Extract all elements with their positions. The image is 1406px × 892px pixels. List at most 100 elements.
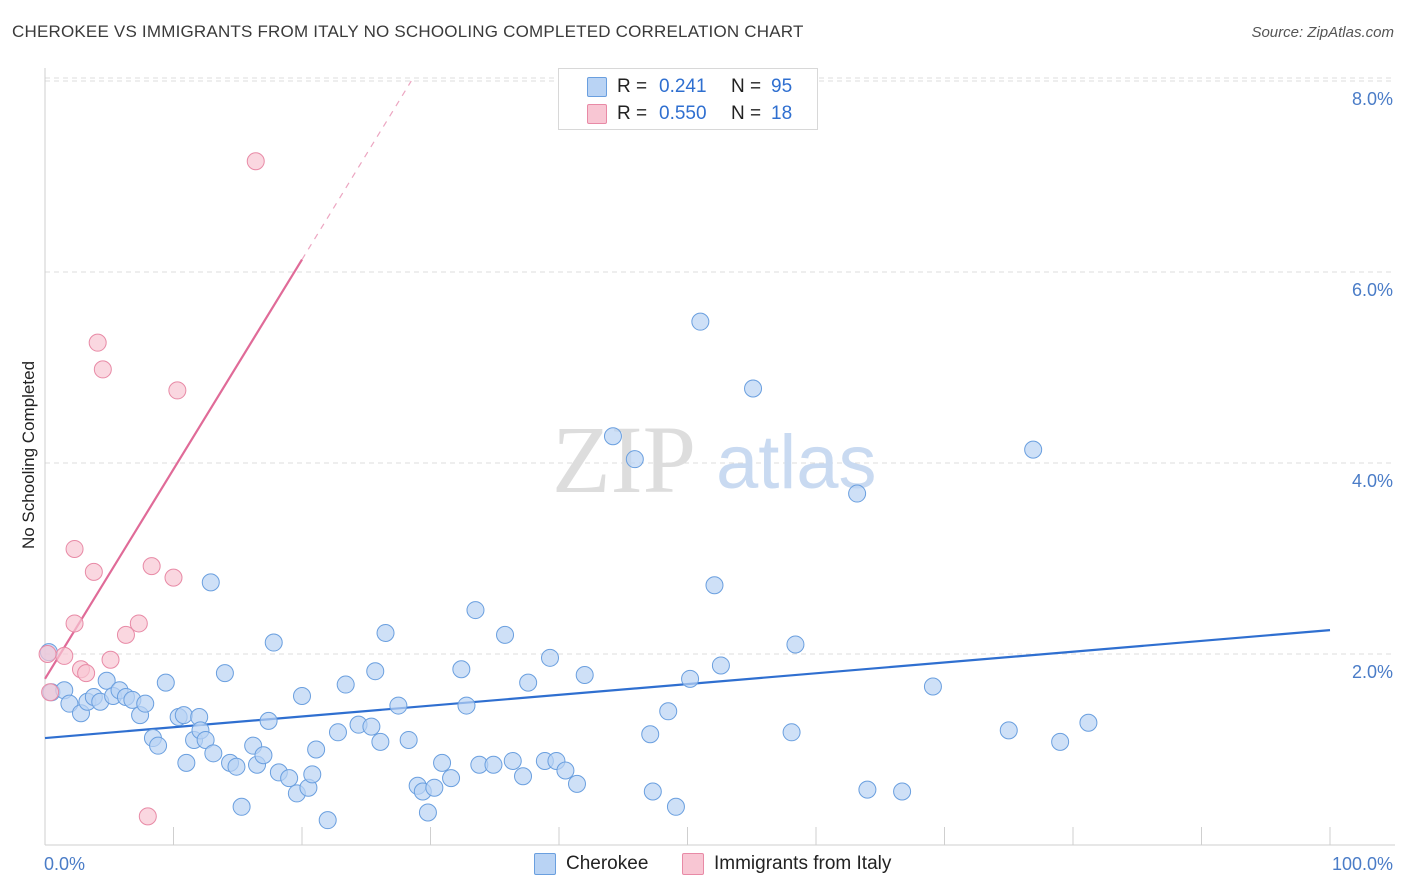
cherokee-point (215, 664, 234, 683)
legend-item-italy[interactable]: Immigrants from Italy (682, 852, 891, 876)
cherokee-point (376, 623, 395, 642)
cherokee-point (280, 769, 299, 788)
cherokee-point (366, 662, 385, 681)
x-tick-label-max: 100.0% (1332, 854, 1393, 874)
cherokee-point (848, 484, 867, 503)
cherokee-point (318, 811, 337, 830)
cherokee-point (786, 635, 805, 654)
cherokee-point (174, 706, 193, 725)
cherokee-point (201, 573, 220, 592)
cherokee-point (177, 753, 196, 772)
cherokee-point (457, 696, 476, 715)
italy-point (93, 360, 112, 379)
cherokee-point (681, 669, 700, 688)
italy-point (65, 614, 84, 633)
cherokee-point (442, 769, 461, 788)
cherokee-point (362, 717, 381, 736)
italy-point (142, 557, 161, 576)
legend-label-cherokee: Cherokee (566, 853, 649, 874)
cherokee-point (60, 694, 79, 713)
tick-layer: 2.0% 4.0% 6.0% 8.0% 0.0% 100.0% (44, 89, 1393, 874)
cherokee-point (691, 312, 710, 331)
italy-point (41, 683, 60, 702)
legend-n-value: 95 (771, 76, 793, 97)
y-tick-label: 2.0% (1352, 662, 1393, 682)
legend-n-label: N = (731, 103, 762, 124)
watermark: ZIP atlas (552, 406, 877, 513)
y-tick-label: 8.0% (1352, 89, 1393, 109)
legend-item-cherokee[interactable]: Cherokee (534, 852, 648, 876)
cherokee-point (389, 696, 408, 715)
italy-point (246, 152, 265, 171)
cherokee-point (227, 757, 246, 776)
stats-legend: R = 0.241 N = 95 R = 0.550 N = 18 (558, 68, 818, 130)
italy-point (168, 381, 187, 400)
cherokee-point (254, 746, 273, 765)
cherokee-point (666, 797, 685, 816)
legend-r-label: R = (617, 76, 648, 97)
axis-layer (44, 68, 1395, 846)
cherokee-point (659, 702, 678, 721)
cherokee-point (399, 730, 418, 749)
y-axis-label: No Schooling Completed (19, 361, 38, 549)
cherokee-point (782, 723, 801, 742)
cherokee-point (705, 576, 724, 595)
cherokee-point (264, 633, 283, 652)
cherokee-point (643, 782, 662, 801)
cherokee-point (196, 730, 215, 749)
italy-point (129, 614, 148, 633)
cherokee-point (336, 675, 355, 694)
cherokee-point (625, 450, 644, 469)
legend-r-label: R = (617, 103, 648, 124)
cherokee-point (156, 673, 175, 692)
cherokee-point (425, 778, 444, 797)
italy-point (65, 539, 84, 558)
legend-r-value: 0.241 (659, 76, 707, 97)
cherokee-point (433, 753, 452, 772)
legend-swatch-cherokee (587, 77, 607, 97)
italy-point (116, 625, 135, 644)
cherokee-point (484, 755, 503, 774)
cherokee-point (858, 780, 877, 799)
cherokee-point (328, 723, 347, 742)
watermark-zip: ZIP (552, 406, 696, 513)
cherokee-point (204, 744, 223, 763)
legend-label-italy: Immigrants from Italy (714, 853, 892, 874)
cherokee-point (97, 671, 116, 690)
italy-point (84, 562, 103, 581)
legend-swatch-italy (587, 104, 607, 124)
cherokee-point (641, 725, 660, 744)
cherokee-point (514, 767, 533, 786)
italy-trend-extension (301, 80, 412, 260)
cherokee-point (541, 648, 560, 667)
cherokee-point (466, 601, 485, 620)
cherokee-point (496, 625, 515, 644)
italy-point (77, 664, 96, 683)
points-layer (38, 152, 1098, 830)
cherokee-point (303, 765, 322, 784)
legend-n-value: 18 (771, 103, 793, 124)
italy-point (164, 568, 183, 587)
legend-r-value: 0.550 (659, 103, 707, 124)
cherokee-point (307, 740, 326, 759)
cherokee-point (259, 711, 278, 730)
cherokee-point (567, 774, 586, 793)
italy-point (88, 333, 107, 352)
y-tick-label: 6.0% (1352, 280, 1393, 300)
cherokee-point (452, 660, 471, 679)
cherokee-point (893, 782, 912, 801)
cherokee-point (503, 751, 522, 770)
chart-title: CHEROKEE VS IMMIGRANTS FROM ITALY NO SCH… (12, 22, 804, 41)
cherokee-point (519, 673, 538, 692)
series-legend: Cherokee Immigrants from Italy (0, 852, 1406, 878)
legend-n-label: N = (731, 76, 762, 97)
cherokee-point (575, 666, 594, 685)
italy-point (138, 807, 157, 826)
cherokee-point (418, 803, 437, 822)
cherokee-point (1051, 732, 1070, 751)
x-tick-label-min: 0.0% (44, 854, 85, 874)
italy-point (101, 650, 120, 669)
cherokee-point (999, 721, 1018, 740)
swatch-cherokee (534, 853, 556, 875)
